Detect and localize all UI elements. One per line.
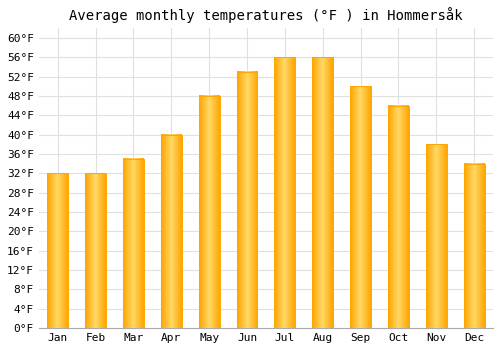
Title: Average monthly temperatures (°F ) in Hommersåk: Average monthly temperatures (°F ) in Ho…	[69, 7, 462, 23]
